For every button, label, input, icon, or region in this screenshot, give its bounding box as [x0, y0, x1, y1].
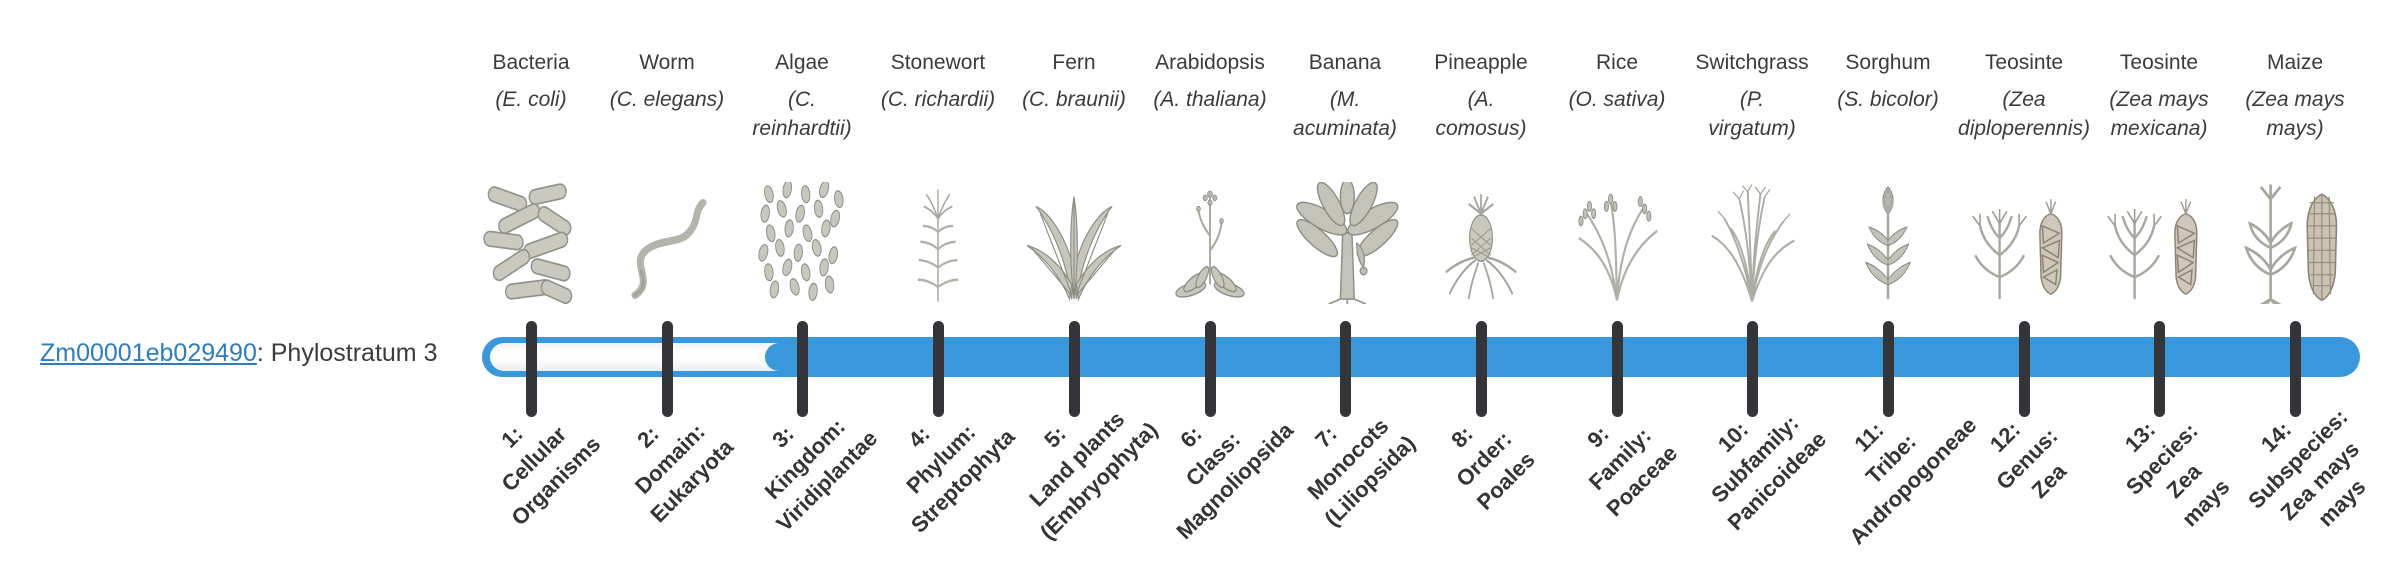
organism-common-name: Stonewort [890, 51, 986, 74]
organism-scientific-name: (C. reinhardtii) [752, 88, 852, 140]
organism-common-name: Worm [639, 51, 695, 74]
organism-scientific-name: (Zea diploperennis) [1958, 88, 2090, 140]
organism-common-name: Maize [2266, 51, 2324, 74]
organism-scientific-name: (S. bicolor) [1837, 88, 1939, 111]
organism-scientific-name: (M. acuminata) [1293, 88, 1397, 140]
stratum-tick [1746, 321, 1758, 417]
gene-label: Zm00001eb029490: Phylostratum 3 [40, 338, 438, 368]
stratum-label: 12: Genus: Zea [1984, 416, 2072, 504]
stratum-tick [1068, 321, 1080, 417]
stratum-label: 8: Order: Poales [1446, 421, 1540, 515]
stratum-tick [796, 321, 808, 417]
stratum-label: 14: Subspecies: Zea mays mays [2243, 404, 2371, 532]
stratum-label: 9: Family: Poaceae [1582, 421, 1683, 522]
maize-illustration [2215, 176, 2375, 304]
organism-common-name: Teosinte [2119, 51, 2199, 74]
stratum-tick [932, 321, 944, 417]
organism-column: Teosinte (Zea diploperennis) [1944, 50, 2104, 143]
bacteria-illustration [451, 176, 611, 304]
stratum-label: 5: Land plants (Embryophyta) [1024, 406, 1163, 545]
organism-column: Arabidopsis (A. thaliana) [1130, 50, 1290, 114]
stonewort-illustration [858, 176, 1018, 304]
teosinte-illustration [2079, 176, 2239, 304]
organism-scientific-name: (E. coli) [495, 88, 567, 111]
stratum-label: 7: Monocots (Liliopsida) [1302, 413, 1421, 532]
organism-column: Switchgrass (P. virgatum) [1672, 50, 1832, 143]
gene-phylostratum-text: : Phylostratum 3 [256, 339, 438, 367]
stratum-label: 2: Domain: Eukaryota [629, 418, 739, 528]
stratum-label: 6: Class: Magnoliopsida [1171, 417, 1299, 545]
organism-column: Algae (C. reinhardtii) [722, 50, 882, 143]
stratum-tick [1475, 321, 1487, 417]
organism-column: Pineapple (A. comosus) [1401, 50, 1561, 143]
organism-column: Worm (C. elegans) [587, 50, 747, 114]
organism-column: Bacteria (E. coli) [451, 50, 611, 114]
organism-scientific-name: (C. braunii) [1022, 88, 1126, 111]
sorghum-illustration [1808, 176, 1968, 304]
organism-scientific-name: (Zea mays mexicana) [2109, 88, 2209, 140]
organism-common-name: Pineapple [1434, 51, 1528, 74]
organism-column: Stonewort (C. richardii) [858, 50, 1018, 114]
organism-scientific-name: (Zea mays mays) [2245, 88, 2345, 140]
stratum-label: 1: Cellular Organisms [496, 421, 606, 531]
organism-common-name: Rice [1595, 51, 1638, 74]
organism-column: Maize (Zea mays mays) [2215, 50, 2375, 143]
stratum-label: 4: Phylum: Streptophyta [901, 419, 1020, 538]
switchgrass-illustration [1672, 176, 1832, 304]
stratum-label: 11: Tribe: Andropogoneae [1844, 412, 1982, 550]
fern-illustration [994, 176, 1154, 304]
organism-scientific-name: (O. sativa) [1568, 88, 1666, 111]
organism-common-name: Switchgrass [1695, 51, 1809, 74]
organism-scientific-name: (C. elegans) [609, 88, 725, 111]
stratum-tick [2153, 321, 2165, 417]
phylostratum-bar-fill-start [765, 343, 855, 371]
stratum-tick [1611, 321, 1623, 417]
organism-common-name: Algae [775, 51, 829, 74]
organism-common-name: Banana [1308, 51, 1382, 74]
organism-column: Banana (M. acuminata) [1265, 50, 1425, 143]
teosinte-illustration [1944, 176, 2104, 304]
rice-illustration [1537, 176, 1697, 304]
organism-common-name: Sorghum [1845, 51, 1931, 74]
worm-illustration [587, 176, 747, 304]
organism-common-name: Arabidopsis [1155, 51, 1265, 74]
algae-illustration [722, 176, 882, 304]
organism-common-name: Bacteria [492, 51, 570, 74]
stratum-tick [2018, 321, 2030, 417]
organism-scientific-name: (A. comosus) [1435, 88, 1527, 140]
organism-common-name: Teosinte [1984, 51, 2064, 74]
organism-column: Sorghum (S. bicolor) [1808, 50, 1968, 114]
phylostratum-bar-unfilled-track [490, 343, 808, 371]
organism-column: Fern (C. braunii) [994, 50, 1154, 114]
stratum-tick [661, 321, 673, 417]
phylostratum-bar [482, 337, 2360, 377]
stratum-tick [1339, 321, 1351, 417]
stratum-tick [1882, 321, 1894, 417]
organism-scientific-name: (C. richardii) [880, 88, 996, 111]
stratum-tick [525, 321, 537, 417]
gene-id-link[interactable]: Zm00001eb029490 [40, 339, 257, 367]
organism-column: Rice (O. sativa) [1537, 50, 1697, 114]
organism-column: Teosinte (Zea mays mexicana) [2079, 50, 2239, 143]
stratum-label: 10: Subfamily: Panicoideae [1706, 410, 1832, 536]
stratum-label: 3: Kingdom: Viridiplantae [759, 413, 883, 537]
organism-scientific-name: (A. thaliana) [1153, 88, 1267, 111]
stratum-tick [1204, 321, 1216, 417]
organism-scientific-name: (P. virgatum) [1708, 88, 1796, 140]
stratum-tick [2289, 321, 2301, 417]
pineapple-illustration [1401, 176, 1561, 304]
arabidopsis-illustration [1130, 176, 1290, 304]
organism-common-name: Fern [1052, 51, 1096, 74]
banana-illustration [1265, 176, 1425, 304]
